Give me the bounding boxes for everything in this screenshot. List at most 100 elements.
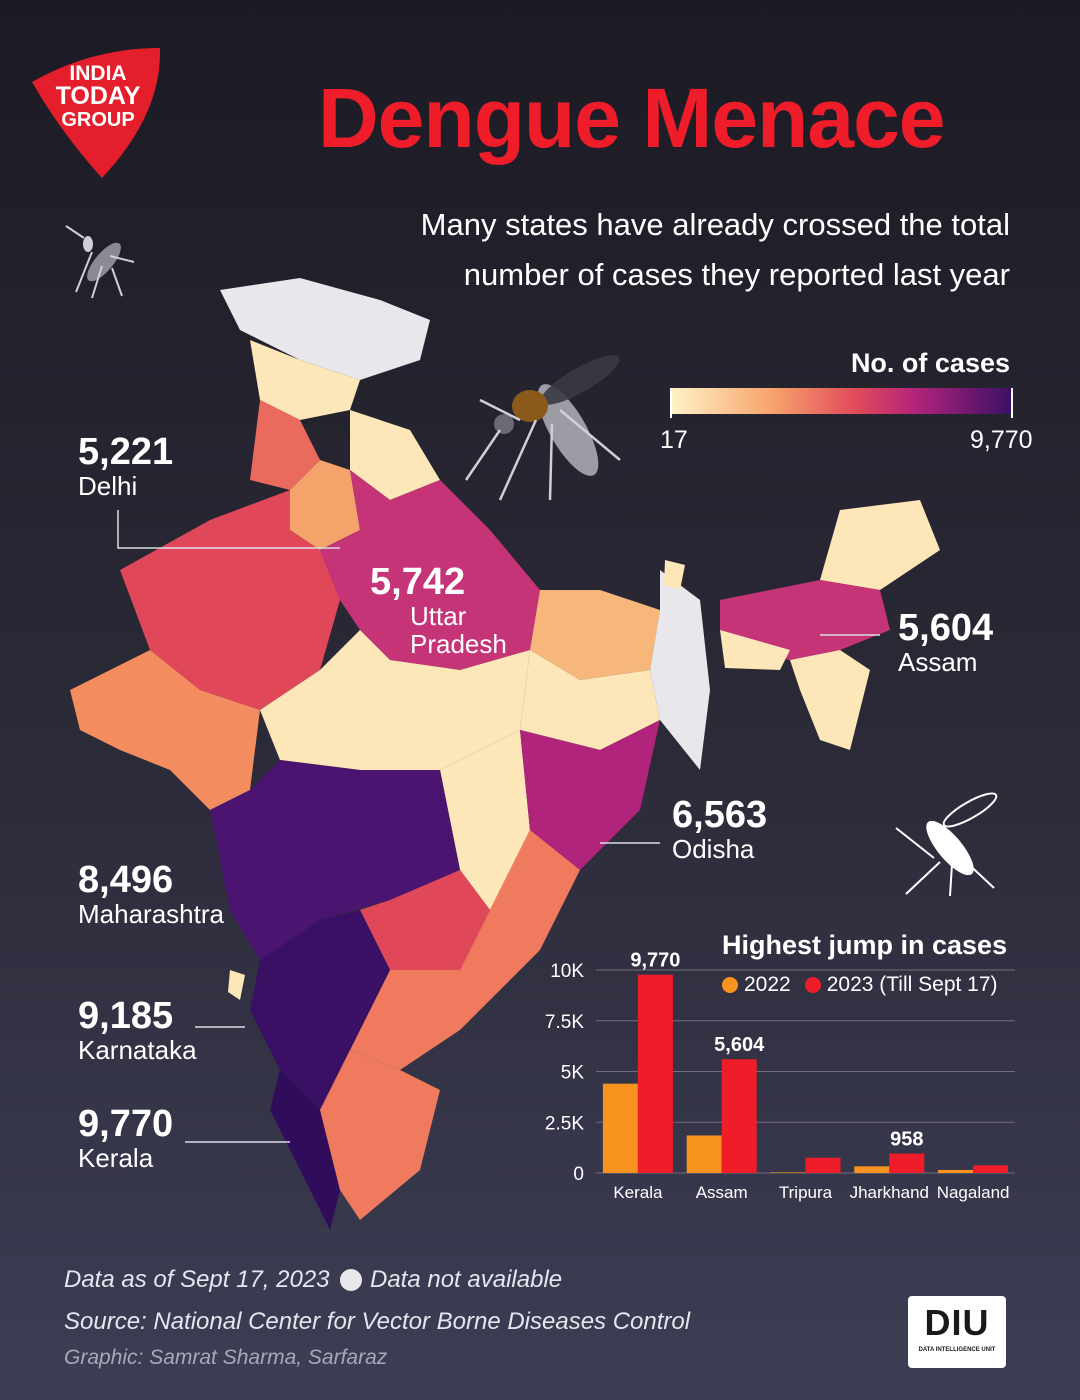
x-tick-label: Assam [696,1183,748,1202]
subtitle-line-2: number of cases they reported last year [463,257,1010,292]
x-tick-label: Nagaland [937,1183,1010,1202]
svg-text:GROUP: GROUP [61,109,134,131]
region-odisha [520,720,660,870]
bar-2023-assam [721,1059,757,1173]
region-jammu-kashmir [220,278,430,380]
legend-title: No. of cases [850,348,1010,378]
karnataka-value: 9,185 [78,995,174,1037]
odisha-name: Odisha [672,834,755,864]
bar-2022-jharkhand [854,1166,890,1173]
region-meghalaya [720,630,790,670]
source: Source: National Center for Vector Borne… [64,1308,691,1335]
legend-item-2022: 2022 [722,973,791,997]
svg-text:TODAY: TODAY [56,82,141,110]
bar-2023-nagaland [973,1165,1009,1173]
page-subtitle: Many states have already crossed the tot… [290,200,1010,300]
region-west-bengal [650,570,710,770]
region-gujarat [70,650,260,810]
svg-text:INDIA: INDIA [69,62,126,85]
page-title: Dengue Menace [318,71,946,165]
region-chhattisgarh [440,730,530,910]
diu-logo-subtext: DATA INTELLIGENCE UNIT [918,1347,996,1353]
karnataka-name: Karnataka [78,1035,197,1065]
callout-delhi: 5,221 Delhi [78,432,173,500]
data-label: 9,770 [630,950,680,972]
diu-logo-text: DIU [924,1302,990,1343]
up-name-line-1: Uttar [410,601,467,631]
india-today-logo: INDIA TODAY GROUP [32,48,161,178]
delhi-name: Delhi [78,471,138,501]
maharashtra-value: 8,496 [78,859,174,901]
region-jharkhand [520,650,660,750]
bar-2022-tripura [770,1172,806,1173]
bar-2023-kerala [637,974,673,1173]
region-telangana [360,870,490,970]
bar-2022-kerala [602,1083,638,1173]
y-tick-label: 10K [550,961,584,982]
callout-kerala: 9,770 Kerala [78,1104,173,1172]
x-tick-label: Tripura [779,1183,833,1202]
legend-label-2022: 2022 [744,973,791,996]
region-karnataka [250,910,390,1110]
region-sikkim [664,560,685,590]
kerala-value: 9,770 [78,1103,174,1145]
up-name-line-2: Pradesh [410,629,507,659]
credit: Graphic: Samrat Sharma, Sarfaraz [64,1346,388,1369]
bar-2022-assam [686,1135,722,1173]
legend-item-2023: 2023 (Till Sept 17) [804,973,998,997]
region-maharashtra [210,760,460,960]
region-madhya-pradesh [260,630,530,770]
region-northeast-south [790,650,870,750]
region-uttarakhand [350,410,440,500]
region-assam [720,580,890,660]
y-tick-label: 2.5K [545,1113,584,1134]
bar-chart: 0 2.5K 5K 7.5K 10K 9,770 Kerala 5,604 Assam Tripu… [545,950,1015,1202]
callout-karnataka: 9,185 Karnataka [78,996,197,1064]
mosquito-icon-white [895,792,998,897]
chart-title: Highest jump in cases [722,930,1008,960]
kerala-name: Kerala [78,1143,154,1173]
odisha-value: 6,563 [672,794,768,836]
na-dot [340,1269,362,1291]
na-label: Data not available [370,1266,563,1293]
region-arunachal [820,500,940,590]
x-tick-label: Kerala [613,1183,663,1202]
legend-tick-max [1011,388,1013,418]
bar-2023-jharkhand [889,1153,925,1173]
data-label: 958 [890,1129,923,1151]
bar-2022-nagaland [938,1169,974,1173]
callout-odisha: 6,563 Odisha [672,795,767,863]
callout-maharashtra: 8,496 Maharashtra [78,860,224,928]
x-tick-label: Jharkhand [850,1183,929,1202]
assam-value: 5,604 [898,607,994,649]
region-andhra-pradesh [350,830,580,1070]
legend-tick-min [670,388,672,418]
legend-max-label: 9,770 [970,426,1033,454]
region-uttar-pradesh [320,470,540,670]
legend-min-label: 17 [660,426,688,454]
y-tick-label: 7.5K [545,1012,584,1033]
up-value: 5,742 [370,561,466,603]
data-date: Data as of Sept 17, 2023 [64,1266,330,1293]
assam-name: Assam [898,647,978,677]
legend-label-2023: 2023 (Till Sept 17) [826,973,998,996]
india-choropleth-map [70,278,940,1230]
mosquito-icon-large [464,355,621,501]
region-bihar [530,590,660,680]
legend-color-scale [670,388,1012,414]
region-goa [228,970,245,1000]
data-label: 5,604 [714,1034,765,1056]
callout-uttar-pradesh: 5,742 Uttar Pradesh [370,562,507,658]
mosquito-icon-small [65,225,135,299]
legend-dot-2023 [804,977,821,993]
maharashtra-name: Maharashtra [78,899,224,929]
region-punjab [250,400,320,490]
y-tick-label: 5K [561,1063,585,1084]
chart-legend: 2022 2023 (Till Sept 17) [722,973,998,997]
region-kerala [270,1070,340,1230]
subtitle-line-1: Many states have already crossed the tot… [420,207,1010,242]
diu-logo [908,1296,1006,1368]
callout-assam: 5,604 Assam [898,608,993,676]
y-tick-label: 0 [573,1164,584,1185]
legend-dot-2022 [722,977,738,993]
